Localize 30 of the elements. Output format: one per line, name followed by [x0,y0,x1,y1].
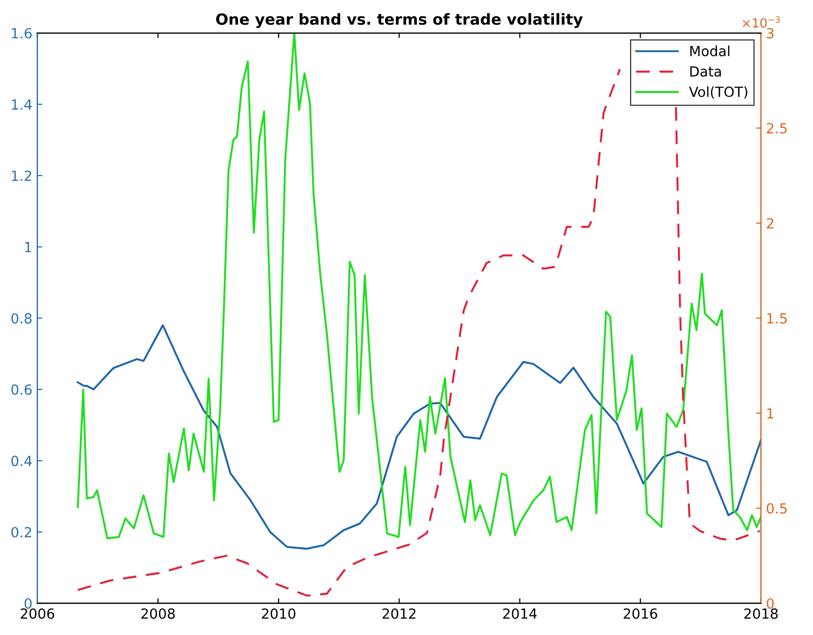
legend-label: Data [690,66,721,77]
y-tick-label: 0.8 [11,313,32,324]
x-tick-label: 2018 [744,608,778,619]
legend-label: Modal [690,46,730,56]
y-tick-label: 1.6 [12,28,32,38]
x-tick-label: 2010 [262,608,296,619]
chart-title: One year band vs. terms of trade volatility [216,13,583,28]
y-tick-label: 0 [24,598,32,609]
y2-tick-label: 0 [766,598,774,609]
y2-tick-label: 2 [766,218,774,228]
y-tick-label: 1.2 [12,170,32,181]
legend-label: Vol(TOT) [689,86,748,99]
y2-tick-label: 1 [767,408,774,418]
x-tick-label: 2016 [624,608,658,619]
y-tick-label: 0.4 [11,456,32,466]
y-tick-label: 1 [25,242,32,252]
x-tick-label: 2014 [503,608,537,619]
y2-tick-label: 2.5 [766,123,787,134]
line-series [76,324,761,550]
line-series [76,33,761,540]
x-tick-label: 2012 [382,608,416,619]
text: ×10$^{−3}$ [742,16,780,28]
x-tick-label: 2008 [141,608,175,619]
y-tick-label: 1.4 [12,99,32,110]
y2-tick-label: 1.5 [767,313,787,324]
y2-tick-label: 3 [766,28,774,38]
y-tick-label: 0.6 [11,384,32,395]
x-tick-label: 2006 [20,608,54,619]
y-tick-label: 0.2 [11,526,32,538]
y2-tick-label: 0.5 [766,503,787,514]
